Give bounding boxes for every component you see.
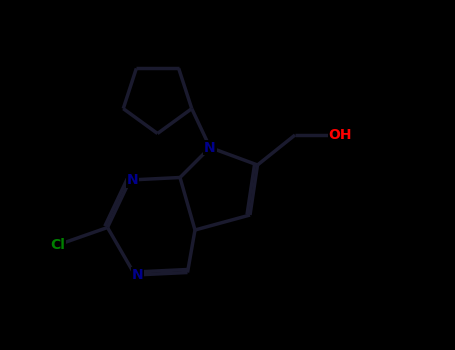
Text: OH: OH	[328, 128, 352, 142]
Text: N: N	[126, 173, 138, 187]
Text: Cl: Cl	[50, 238, 65, 252]
Text: N: N	[204, 140, 216, 154]
Text: N: N	[131, 268, 143, 282]
